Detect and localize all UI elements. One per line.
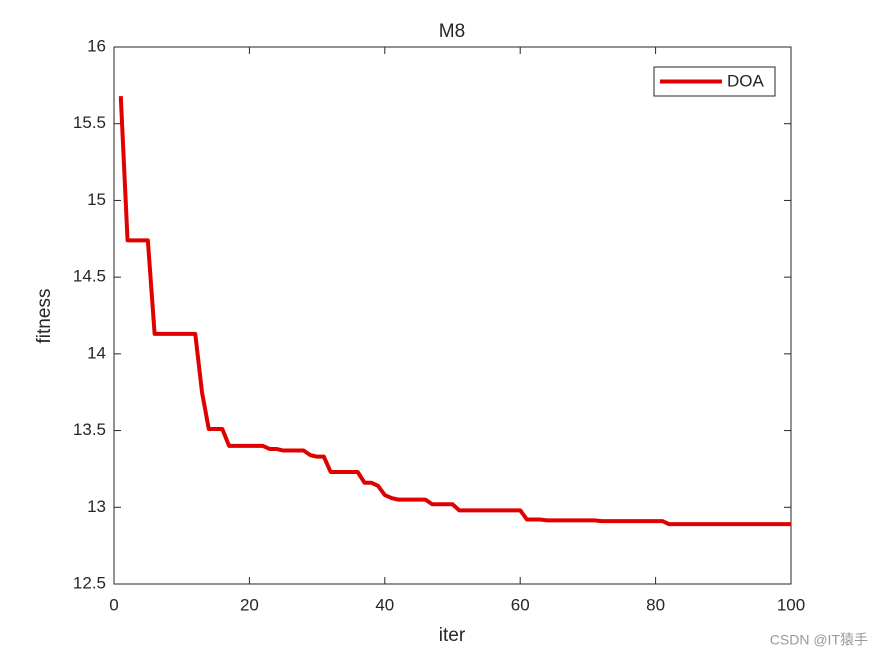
y-tick-label: 14: [87, 343, 106, 362]
chart-title: M8: [439, 21, 465, 42]
watermark: CSDN @IT猿手: [770, 632, 868, 648]
y-tick-label: 12.5: [73, 573, 106, 592]
line-series: [118, 96, 791, 527]
x-axis-label: iter: [439, 625, 466, 646]
x-tick-label: 20: [240, 595, 259, 614]
x-tick-label: 80: [646, 595, 665, 614]
legend-label: DOA: [727, 71, 765, 90]
y-tick-label: 13.5: [73, 420, 106, 439]
x-tick-label: 40: [375, 595, 394, 614]
x-tick-label: 60: [511, 595, 530, 614]
y-tick-label: 15: [87, 190, 106, 209]
plot-area: [113, 46, 792, 585]
y-tick-label: 16: [87, 36, 106, 55]
y-axis-label: fitness: [34, 289, 55, 344]
x-tick-label: 100: [777, 595, 805, 614]
x-tick-label: 0: [109, 595, 118, 614]
y-tick-label: 14.5: [73, 267, 106, 286]
y-tick-label: 15.5: [73, 113, 106, 132]
y-tick-label: 13: [87, 497, 106, 516]
